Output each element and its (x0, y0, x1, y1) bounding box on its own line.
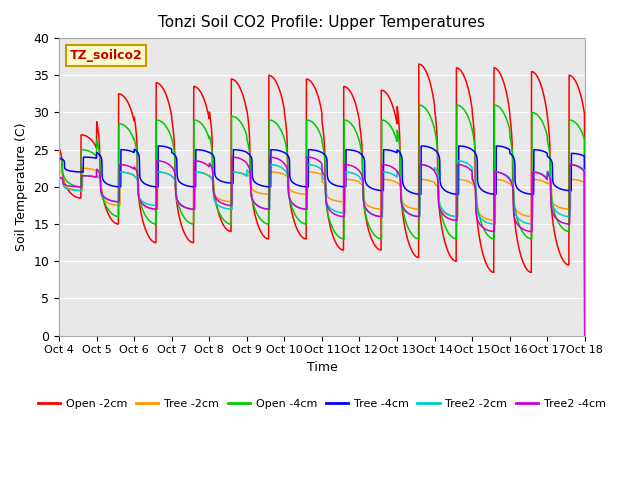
Title: Tonzi Soil CO2 Profile: Upper Temperatures: Tonzi Soil CO2 Profile: Upper Temperatur… (159, 15, 486, 30)
Line: Tree -2cm: Tree -2cm (59, 168, 585, 336)
Tree2 -4cm (517, 225, 525, 231)
Tree2 -4cm (55, 174, 63, 180)
Tree2 -2cm (295, 205, 303, 211)
Tree -4cm (581, 333, 589, 338)
Line: Open -2cm: Open -2cm (59, 64, 585, 336)
Tree2 -4cm (581, 333, 589, 338)
Tree -2cm (580, 180, 588, 185)
Open -2cm (295, 230, 303, 236)
Line: Tree2 -4cm: Tree2 -4cm (59, 157, 585, 336)
Line: Tree -4cm: Tree -4cm (59, 146, 585, 336)
Tree2 -2cm (581, 333, 589, 338)
Open -4cm (517, 226, 525, 232)
Tree -4cm (55, 156, 63, 161)
Open -2cm (55, 145, 63, 151)
Tree -4cm (517, 189, 525, 194)
Open -4cm (351, 126, 358, 132)
Tree2 -4cm (532, 169, 540, 175)
Tree2 -2cm (351, 171, 358, 177)
Tree2 -4cm (450, 217, 458, 223)
Tree2 -4cm (303, 154, 311, 160)
Tree -2cm (351, 178, 358, 183)
Tree -2cm (450, 214, 458, 219)
Legend: Open -2cm, Tree -2cm, Open -4cm, Tree -4cm, Tree2 -2cm, Tree2 -4cm: Open -2cm, Tree -2cm, Open -4cm, Tree -4… (34, 395, 610, 414)
Tree2 -4cm (580, 168, 588, 174)
Tree -2cm (532, 177, 540, 182)
Tree2 -2cm (454, 158, 461, 164)
Open -2cm (450, 257, 458, 263)
Open -4cm (295, 217, 303, 223)
Tree2 -4cm (295, 205, 303, 211)
Tree2 -2cm (580, 167, 588, 173)
Open -2cm (532, 72, 540, 78)
Open -2cm (517, 253, 525, 259)
Open -2cm (580, 109, 588, 115)
Tree2 -2cm (517, 218, 525, 224)
Open -4cm (580, 136, 588, 142)
Line: Tree2 -2cm: Tree2 -2cm (59, 161, 585, 336)
X-axis label: Time: Time (307, 361, 337, 374)
Tree2 -2cm (450, 213, 458, 219)
Tree -2cm (55, 168, 63, 174)
Tree -4cm (295, 183, 303, 189)
Open -2cm (415, 61, 422, 67)
Tree -2cm (581, 333, 589, 338)
Open -4cm (450, 235, 458, 241)
Tree -4cm (580, 153, 588, 159)
Tree2 -4cm (351, 164, 358, 170)
Tree -4cm (154, 143, 162, 149)
Y-axis label: Soil Temperature (C): Soil Temperature (C) (15, 122, 28, 251)
Open -2cm (581, 333, 589, 338)
Open -4cm (415, 102, 423, 108)
Open -4cm (532, 111, 540, 117)
Open -4cm (581, 333, 589, 338)
Open -4cm (55, 154, 63, 159)
Tree -4cm (351, 148, 358, 154)
Tree -2cm (295, 191, 303, 196)
Tree -2cm (79, 166, 86, 171)
Line: Open -4cm: Open -4cm (59, 105, 585, 336)
Tree -2cm (517, 211, 525, 217)
Open -2cm (351, 97, 358, 103)
Text: TZ_soilco2: TZ_soilco2 (70, 49, 143, 62)
Tree2 -2cm (532, 169, 540, 175)
Tree -4cm (532, 147, 540, 153)
Tree -4cm (450, 191, 458, 197)
Tree2 -2cm (55, 175, 63, 180)
